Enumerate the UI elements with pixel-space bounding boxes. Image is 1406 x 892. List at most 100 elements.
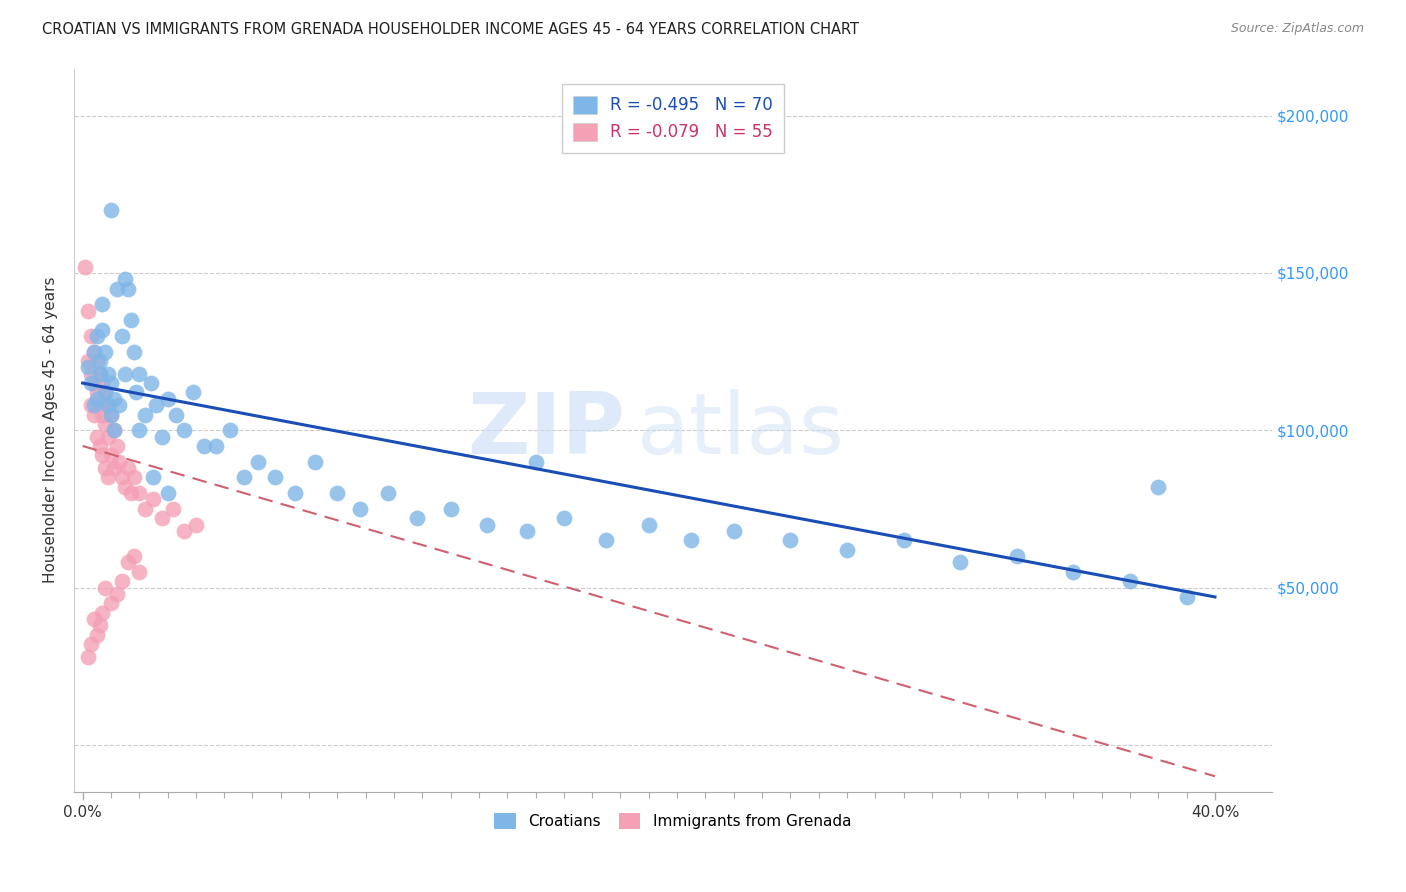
Point xyxy=(97,398,120,412)
Point xyxy=(91,322,114,336)
Point xyxy=(100,408,122,422)
Point xyxy=(77,360,100,375)
Point xyxy=(108,398,131,412)
Point xyxy=(304,455,326,469)
Point xyxy=(83,408,105,422)
Point xyxy=(83,376,105,390)
Point xyxy=(120,313,142,327)
Point xyxy=(173,423,195,437)
Point xyxy=(86,354,108,368)
Point xyxy=(94,385,117,400)
Point xyxy=(86,385,108,400)
Point xyxy=(111,329,134,343)
Point xyxy=(77,649,100,664)
Point xyxy=(1147,480,1170,494)
Point xyxy=(637,517,659,532)
Point xyxy=(117,555,139,569)
Point xyxy=(120,486,142,500)
Point xyxy=(150,429,173,443)
Point xyxy=(89,367,111,381)
Point xyxy=(165,408,187,422)
Point xyxy=(233,470,256,484)
Point xyxy=(516,524,538,538)
Point xyxy=(681,533,703,548)
Point xyxy=(100,408,122,422)
Point xyxy=(111,470,134,484)
Point xyxy=(103,461,125,475)
Point xyxy=(173,524,195,538)
Point xyxy=(553,511,575,525)
Legend: Croatians, Immigrants from Grenada: Croatians, Immigrants from Grenada xyxy=(488,806,858,835)
Point xyxy=(893,533,915,548)
Point xyxy=(1062,565,1084,579)
Point xyxy=(122,549,145,563)
Point xyxy=(142,470,165,484)
Point xyxy=(405,511,427,525)
Point xyxy=(1119,574,1142,589)
Point xyxy=(80,376,103,390)
Point xyxy=(100,449,122,463)
Point xyxy=(122,344,145,359)
Text: CROATIAN VS IMMIGRANTS FROM GRENADA HOUSEHOLDER INCOME AGES 45 - 64 YEARS CORREL: CROATIAN VS IMMIGRANTS FROM GRENADA HOUS… xyxy=(42,22,859,37)
Point xyxy=(145,398,167,412)
Point xyxy=(1175,590,1198,604)
Point xyxy=(91,606,114,620)
Text: Source: ZipAtlas.com: Source: ZipAtlas.com xyxy=(1230,22,1364,36)
Point xyxy=(94,385,117,400)
Point xyxy=(156,486,179,500)
Point xyxy=(128,367,150,381)
Point xyxy=(264,470,287,484)
Point xyxy=(100,202,122,217)
Point xyxy=(524,455,547,469)
Point xyxy=(80,637,103,651)
Y-axis label: Householder Income Ages 45 - 64 years: Householder Income Ages 45 - 64 years xyxy=(44,277,58,583)
Point xyxy=(184,517,207,532)
Point xyxy=(89,354,111,368)
Point xyxy=(83,344,105,359)
Text: ZIP: ZIP xyxy=(467,389,624,472)
Point xyxy=(86,628,108,642)
Point xyxy=(114,367,136,381)
Point xyxy=(91,449,114,463)
Point xyxy=(125,385,148,400)
Point xyxy=(103,423,125,437)
Point xyxy=(97,367,120,381)
Point xyxy=(100,376,122,390)
Point xyxy=(595,533,617,548)
Point xyxy=(86,329,108,343)
Point xyxy=(83,398,105,412)
Point xyxy=(204,439,226,453)
Point xyxy=(284,486,307,500)
Point xyxy=(128,565,150,579)
Point xyxy=(114,480,136,494)
Point xyxy=(86,429,108,443)
Point xyxy=(349,501,371,516)
Point xyxy=(134,501,156,516)
Point xyxy=(80,329,103,343)
Point xyxy=(89,618,111,632)
Point xyxy=(91,408,114,422)
Point xyxy=(86,392,108,406)
Point xyxy=(89,439,111,453)
Point xyxy=(723,524,745,538)
Point xyxy=(142,492,165,507)
Point xyxy=(94,461,117,475)
Point xyxy=(75,260,97,274)
Point xyxy=(326,486,349,500)
Point xyxy=(94,581,117,595)
Point xyxy=(80,398,103,412)
Point xyxy=(156,392,179,406)
Point xyxy=(100,596,122,610)
Point xyxy=(477,517,499,532)
Point xyxy=(94,344,117,359)
Point xyxy=(111,574,134,589)
Point xyxy=(89,398,111,412)
Point xyxy=(83,344,105,359)
Point xyxy=(89,367,111,381)
Point xyxy=(128,423,150,437)
Point xyxy=(181,385,204,400)
Point xyxy=(103,392,125,406)
Point xyxy=(80,367,103,381)
Point xyxy=(247,455,270,469)
Point xyxy=(439,501,461,516)
